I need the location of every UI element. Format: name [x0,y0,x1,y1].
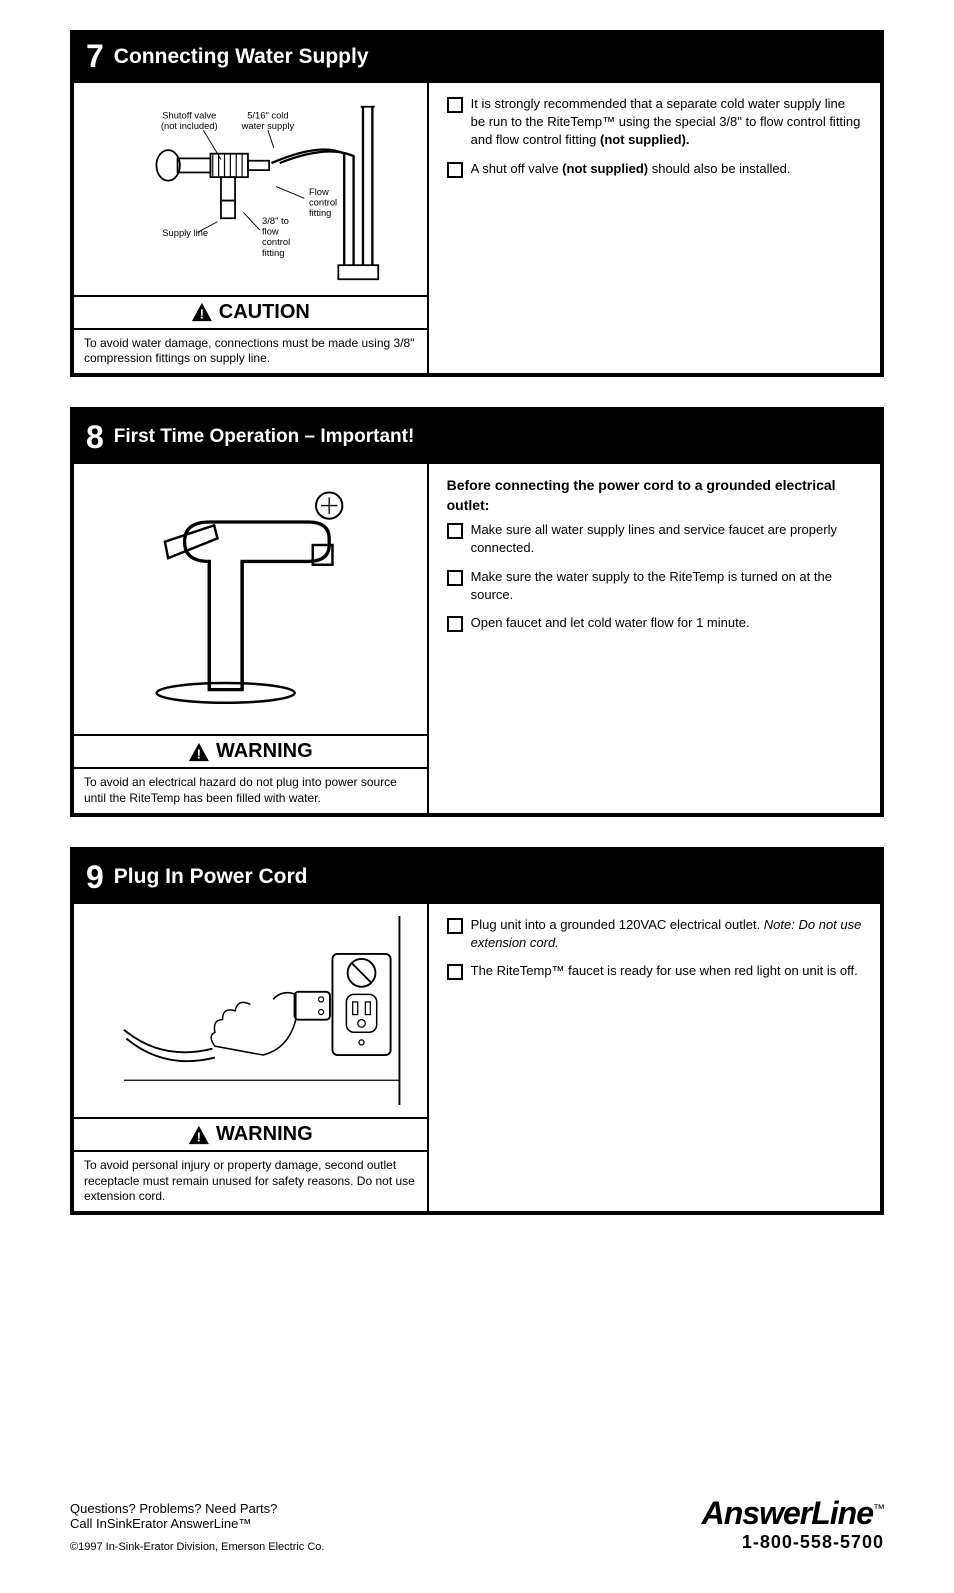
svg-text:!: ! [197,746,201,761]
step8-header: 8 First Time Operation – Important! [74,411,880,464]
step9-left: ! WARNING To avoid personal injury or pr… [74,904,429,1211]
step7-panel: 7 Connecting Water Supply Shutoff valve … [70,30,884,377]
footer-copyright: ©1997 In-Sink-Erator Division, Emerson E… [70,1541,324,1553]
footer-right: AnswerLine™ 1-800-558-5700 [702,1495,884,1553]
svg-text:Shutoff valve: Shutoff valve [162,110,216,120]
step8-warning-label: WARNING [216,740,313,763]
step9-item1-text: Plug unit into a grounded 120VAC electri… [471,916,862,952]
step9-item1: Plug unit into a grounded 120VAC electri… [447,916,862,952]
step8-number: 8 [86,419,104,456]
step7-number: 7 [86,38,104,75]
step9-warning-text: To avoid personal injury or property dam… [74,1152,427,1211]
checkbox-icon [447,616,463,632]
step8-item2-text: Make sure the water supply to the RiteTe… [471,568,862,604]
footer-questions: Questions? Problems? Need Parts? [70,1501,324,1516]
step8-item2: Make sure the water supply to the RiteTe… [447,568,862,604]
answerline-logo: AnswerLine™ [702,1495,884,1532]
svg-text:5/16" cold: 5/16" cold [247,110,288,120]
step8-warning-text: To avoid an electrical hazard do not plu… [74,769,427,812]
step8-right: Before connecting the power cord to a gr… [429,464,880,813]
svg-text:!: ! [200,307,204,322]
checkbox-icon [447,162,463,178]
step9-illustration [74,904,427,1118]
step7-title: Connecting Water Supply [114,45,369,69]
step7-item1-text: It is strongly recommended that a separa… [471,95,862,150]
step8-panel: 8 First Time Operation – Important! [70,407,884,817]
step8-item3: Open faucet and let cold water flow for … [447,614,862,632]
svg-text:3/8" to: 3/8" to [262,216,289,226]
step9-panel: 9 Plug In Power Cord [70,847,884,1215]
step9-number: 9 [86,859,104,896]
checkbox-icon [447,964,463,980]
step8-left: ! WARNING To avoid an electrical hazard … [74,464,429,813]
step8-content: ! WARNING To avoid an electrical hazard … [74,464,880,813]
water-supply-diagram: Shutoff valve (not included) 5/16" cold … [86,95,415,283]
svg-text:water supply: water supply [241,121,295,131]
step8-item3-text: Open faucet and let cold water flow for … [471,614,750,632]
step7-header: 7 Connecting Water Supply [74,30,880,83]
step7-caution-label: CAUTION [219,301,310,324]
step8-title: First Time Operation – Important! [114,426,415,448]
step7-left: Shutoff valve (not included) 5/16" cold … [74,83,429,373]
step7-content: Shutoff valve (not included) 5/16" cold … [74,83,880,373]
step7-right: It is strongly recommended that a separa… [429,83,880,373]
step9-item2-text: The RiteTemp™ faucet is ready for use wh… [471,962,858,980]
step7-item2-text: A shut off valve (not supplied) should a… [471,160,791,178]
svg-text:Flow: Flow [309,187,329,197]
checkbox-icon [447,97,463,113]
svg-text:(not included): (not included) [161,121,218,131]
svg-text:fitting: fitting [262,248,284,258]
step8-heading: Before connecting the power cord to a gr… [447,476,862,515]
step9-header: 9 Plug In Power Cord [74,851,880,904]
footer-left: Questions? Problems? Need Parts? Call In… [70,1501,324,1553]
svg-text:flow: flow [262,227,279,237]
svg-text:control: control [309,197,337,207]
step7-item2: A shut off valve (not supplied) should a… [447,160,862,178]
step8-warning-bar: ! WARNING [74,734,427,769]
footer-call: Call InSinkErator AnswerLine™ [70,1516,324,1531]
step9-warning-label: WARNING [216,1123,313,1146]
checkbox-icon [447,918,463,934]
svg-text:Supply line: Supply line [162,228,208,238]
step7-item1: It is strongly recommended that a separa… [447,95,862,150]
faucet-diagram [86,476,415,722]
step8-item1-text: Make sure all water supply lines and ser… [471,521,862,557]
step9-title: Plug In Power Cord [114,865,308,889]
step9-item2: The RiteTemp™ faucet is ready for use wh… [447,962,862,980]
step7-caution-bar: ! CAUTION [74,295,427,330]
warning-icon: ! [188,742,210,762]
checkbox-icon [447,523,463,539]
svg-text:fitting: fitting [309,208,331,218]
warning-icon: ! [188,1125,210,1145]
step8-illustration [74,464,427,734]
svg-text:!: ! [197,1129,201,1144]
step9-right: Plug unit into a grounded 120VAC electri… [429,904,880,1211]
step9-warning-bar: ! WARNING [74,1117,427,1152]
step9-content: ! WARNING To avoid personal injury or pr… [74,904,880,1211]
step8-item1: Make sure all water supply lines and ser… [447,521,862,557]
svg-text:control: control [262,237,290,247]
step7-illustration: Shutoff valve (not included) 5/16" cold … [74,83,427,295]
answerline-phone: 1-800-558-5700 [702,1532,884,1553]
footer: Questions? Problems? Need Parts? Call In… [70,1495,884,1553]
plug-diagram [86,916,415,1106]
step7-caution-text: To avoid water damage, connections must … [74,330,427,373]
caution-icon: ! [191,302,213,322]
checkbox-icon [447,570,463,586]
